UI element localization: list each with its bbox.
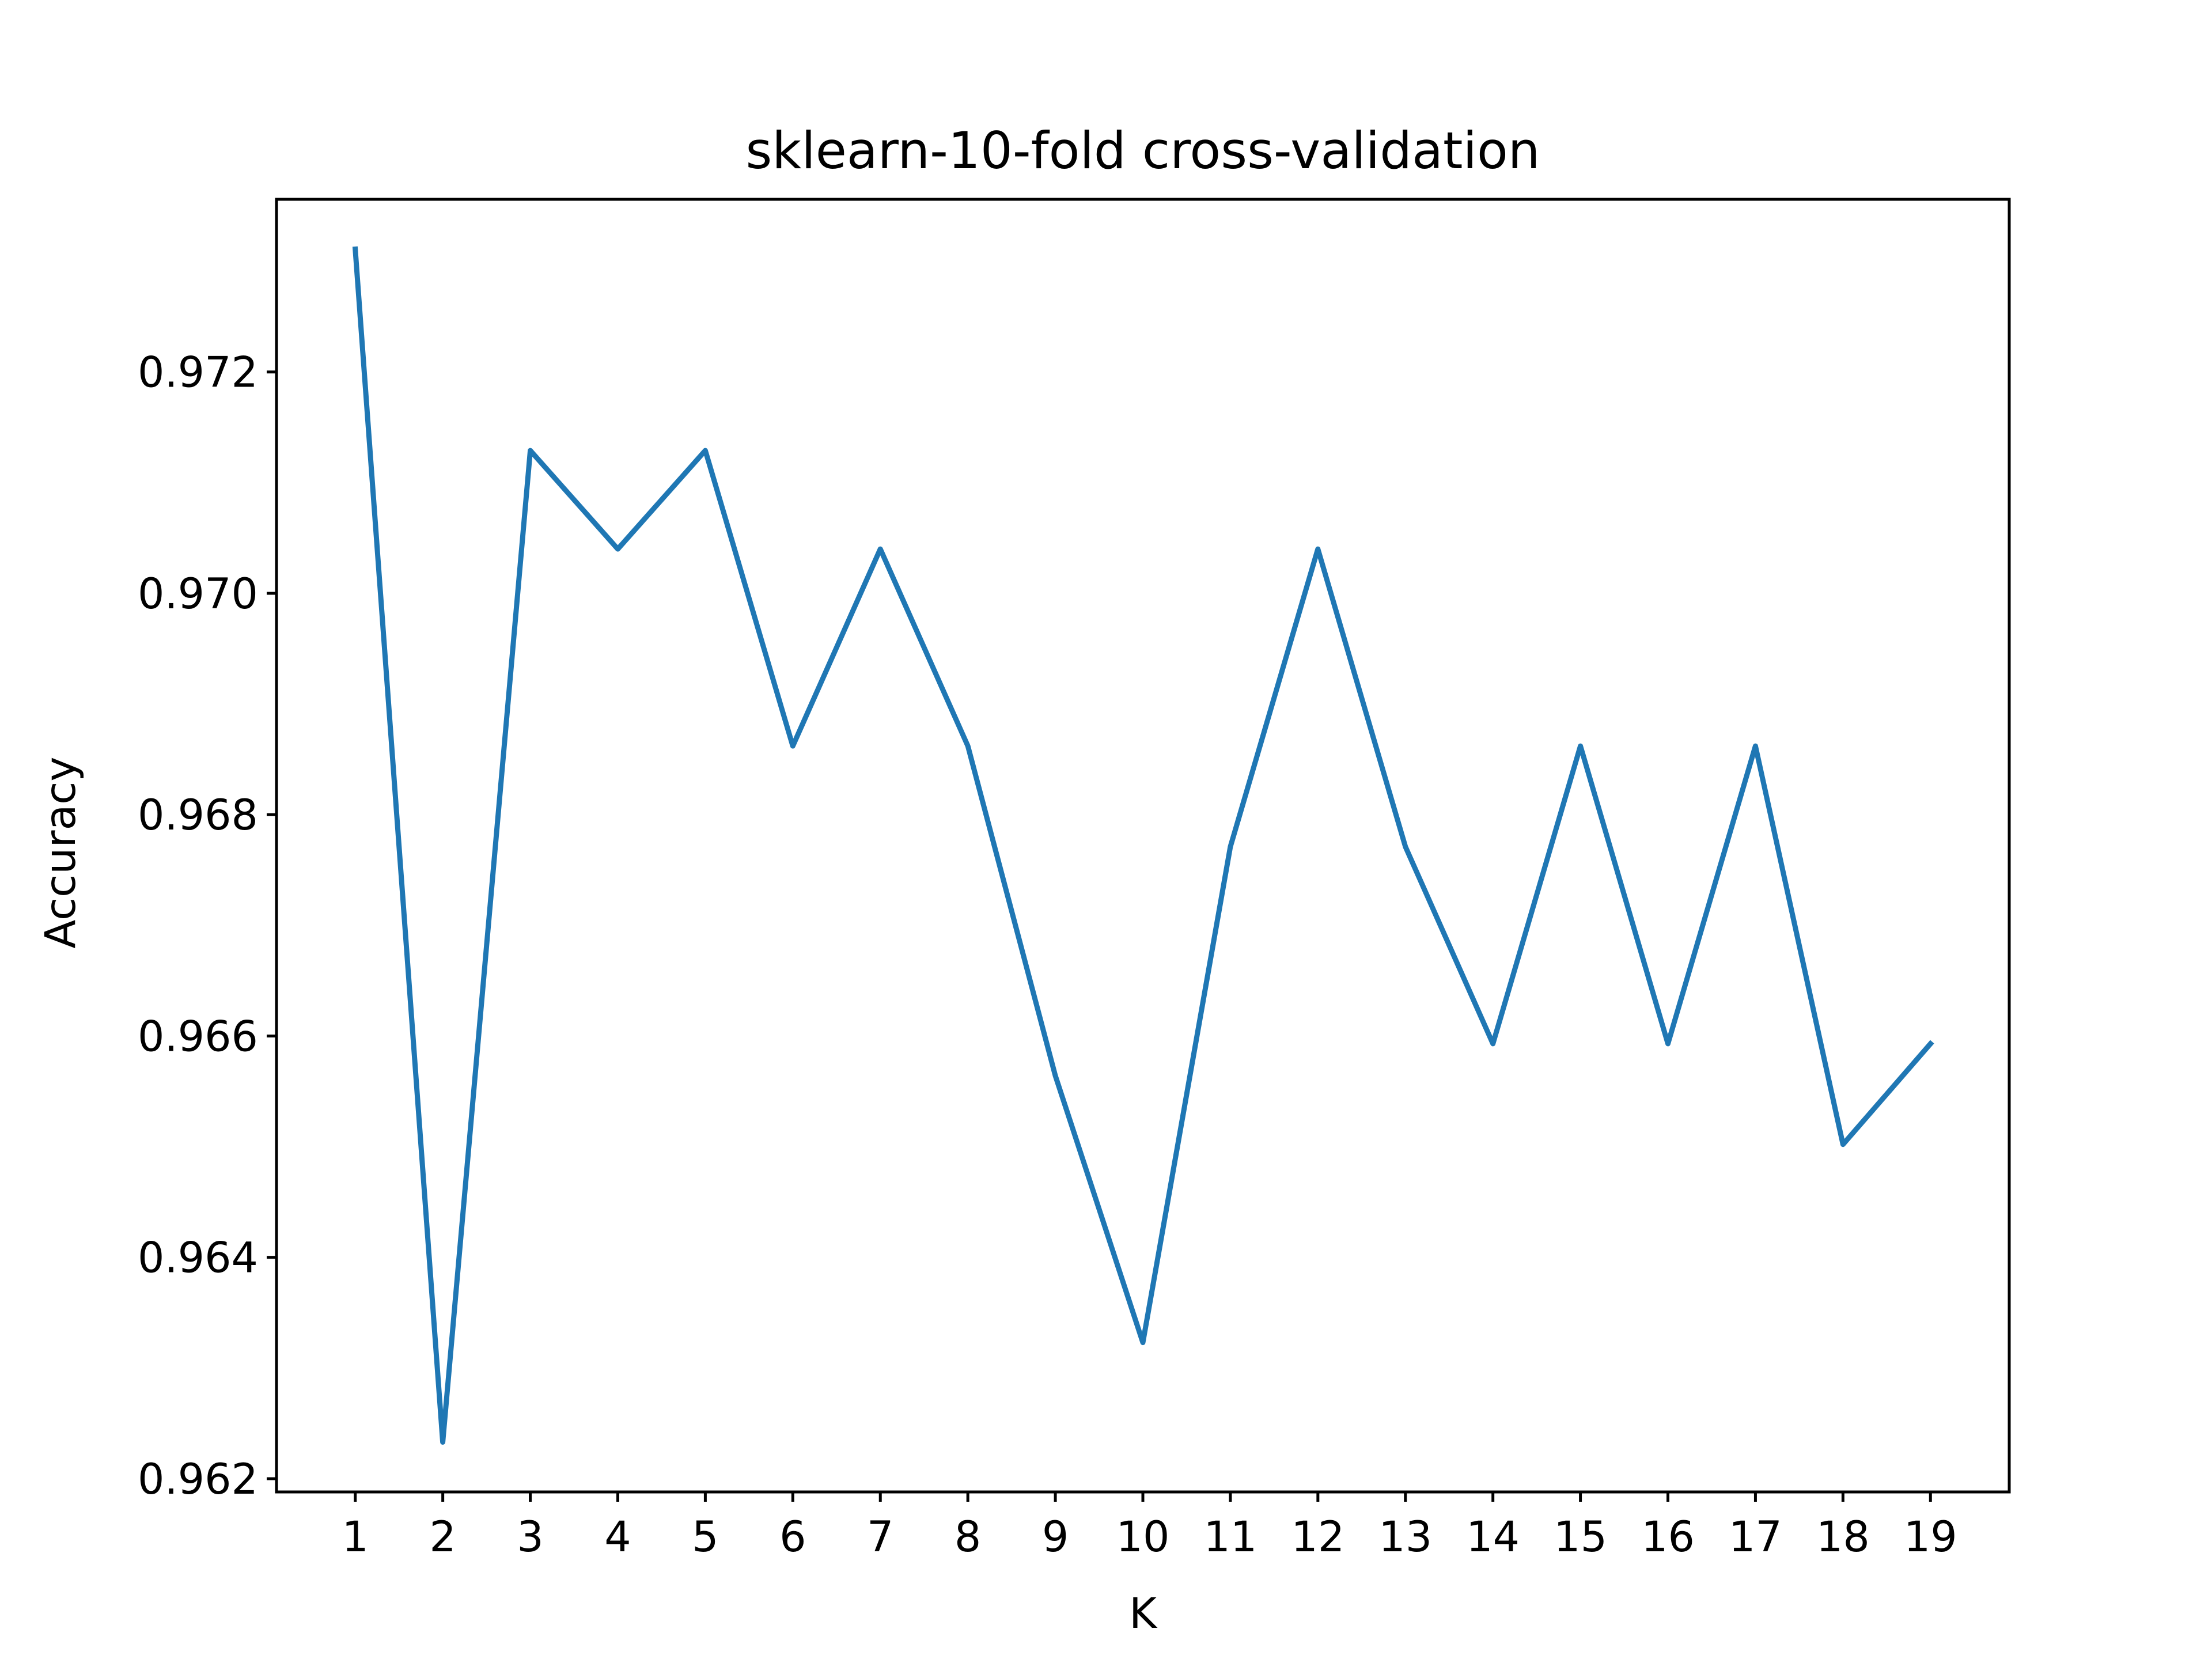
x-tick-label: 19 [1904,1513,1957,1562]
x-tick-label: 6 [779,1513,806,1562]
y-tick-label: 0.964 [138,1234,258,1283]
x-tick-label: 16 [1641,1513,1695,1562]
x-tick-label: 1 [342,1513,369,1562]
x-tick-label: 14 [1466,1513,1520,1562]
chart-title: sklearn-10-fold cross-validation [745,121,1540,180]
x-axis-ticks: 1 2 3 4 5 6 7 8 9 10 11 12 13 14 15 16 17 18 19 [342,1492,1957,1562]
y-tick-label: 0.972 [138,349,258,397]
x-tick-label: 7 [867,1513,893,1562]
y-tick-label: 0.970 [138,570,258,619]
y-axis-label: Accuracy [36,756,85,948]
x-tick-label: 4 [604,1513,631,1562]
x-tick-label: 15 [1554,1513,1607,1562]
x-tick-label: 3 [517,1513,543,1562]
x-tick-label: 17 [1729,1513,1782,1562]
y-axis-ticks: 0.962 0.964 0.966 0.968 0.970 0.972 [138,349,276,1504]
plot-area-frame [275,198,2011,1494]
x-tick-label: 18 [1816,1513,1870,1562]
x-axis-label: K [1129,1589,1158,1638]
y-tick-label: 0.968 [138,791,258,840]
series-line-0 [352,246,1934,1445]
x-tick-label: 9 [1042,1513,1069,1562]
x-tick-label: 13 [1378,1513,1432,1562]
x-tick-label: 5 [692,1513,718,1562]
y-tick-label: 0.966 [138,1012,258,1061]
x-tick-label: 12 [1291,1513,1344,1562]
x-tick-label: 10 [1116,1513,1170,1562]
series-layer [352,246,1934,1445]
x-tick-label: 11 [1203,1513,1257,1562]
y-tick-label: 0.962 [138,1455,258,1504]
x-tick-label: 8 [955,1513,981,1562]
x-tick-label: 2 [429,1513,456,1562]
